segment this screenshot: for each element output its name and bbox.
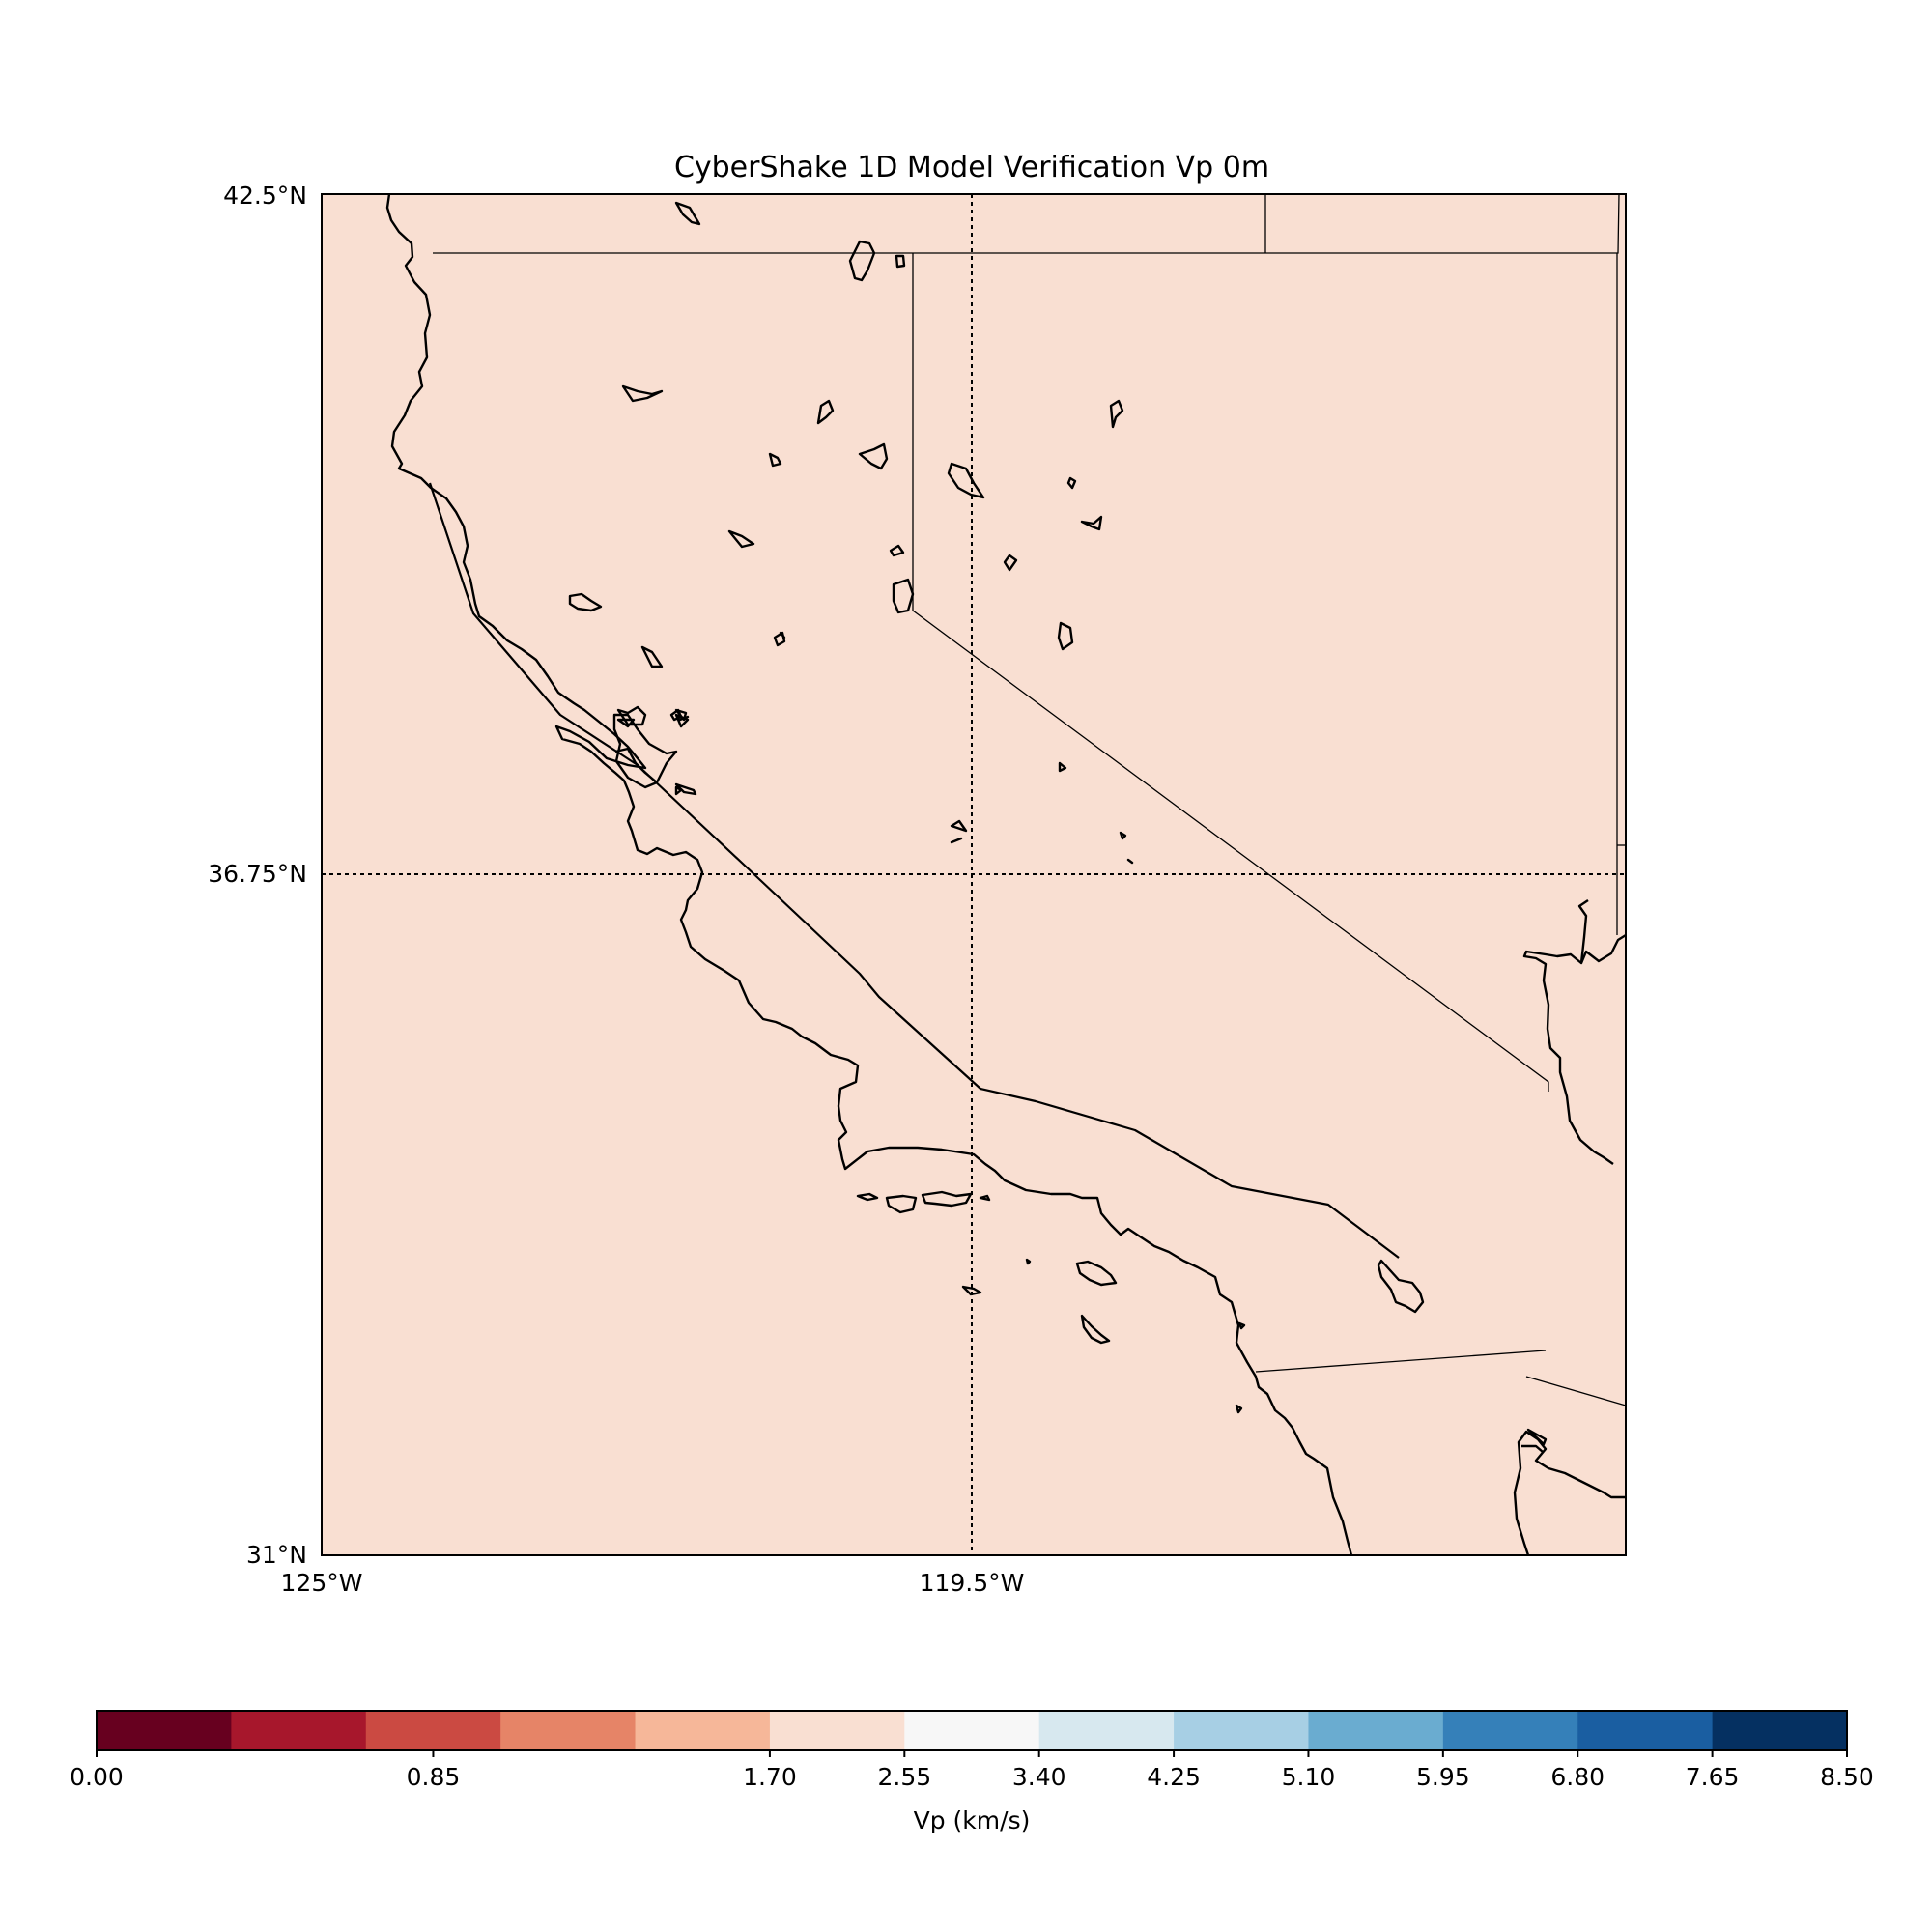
- colorbar-swatch: [769, 1711, 905, 1750]
- lon-label-left: 125°W: [281, 1569, 363, 1597]
- colorbar-swatch: [500, 1711, 637, 1750]
- colorbar-tick-label: 0.85: [407, 1763, 461, 1791]
- colorbar-swatch: [1174, 1711, 1309, 1750]
- lon-label-center: 119.5°W: [920, 1569, 1025, 1597]
- colorbar-swatch: [1577, 1711, 1714, 1750]
- colorbar-tick-label: 4.25: [1147, 1763, 1201, 1791]
- colorbar-swatch: [1712, 1711, 1848, 1750]
- colorbar-frame: [96, 1710, 1848, 1751]
- coastline: [385, 193, 1627, 1556]
- map-title: CyberShake 1D Model Verification Vp 0m: [674, 151, 1269, 185]
- colorbar-swatch: [904, 1711, 1040, 1750]
- colorbar-swatch: [97, 1711, 232, 1750]
- map-panel: [321, 193, 1627, 1556]
- lat-label-top: 42.5°N: [223, 182, 307, 210]
- colorbar-tick-label: 1.70: [743, 1763, 797, 1791]
- colorbar-tick-label: 5.10: [1282, 1763, 1336, 1791]
- colorbar-tick-label: 3.40: [1012, 1763, 1066, 1791]
- colorbar-swatch: [365, 1711, 501, 1750]
- colorbar-swatch: [635, 1711, 771, 1750]
- colorbar-swatch: [1038, 1711, 1175, 1750]
- colorbar-ticks: 0.00 0.85 1.70 2.55 3.40 4.25 5.10 5.95 6.80 7.65…: [70, 1750, 1874, 1791]
- colorbar-swatch: [231, 1711, 367, 1750]
- fault-outline: [428, 482, 1400, 1259]
- colorbar-swatches: [97, 1711, 1848, 1750]
- colorbar-tick-label: 6.80: [1550, 1763, 1605, 1791]
- colorbar-label: Vp (km/s): [914, 1806, 1031, 1834]
- state-borders: [433, 193, 1627, 1406]
- colorbar-tick-label: 5.95: [1416, 1763, 1470, 1791]
- colorbar: 0.00 0.85 1.70 2.55 3.40 4.25 5.10 5.95 6.80 7.65…: [70, 1710, 1874, 1834]
- map-frame: [321, 193, 1627, 1556]
- colorbar-tick-label: 8.50: [1820, 1763, 1874, 1791]
- colorbar-swatch: [1442, 1711, 1578, 1750]
- colorbar-swatch: [1308, 1711, 1444, 1750]
- colorbar-tick-label: 7.65: [1686, 1763, 1740, 1791]
- lat-label-bottom: 31°N: [246, 1541, 307, 1569]
- lat-label-mid: 36.75°N: [208, 860, 307, 888]
- colorbar-tick-label: 2.55: [877, 1763, 931, 1791]
- colorbar-tick-label: 0.00: [70, 1763, 124, 1791]
